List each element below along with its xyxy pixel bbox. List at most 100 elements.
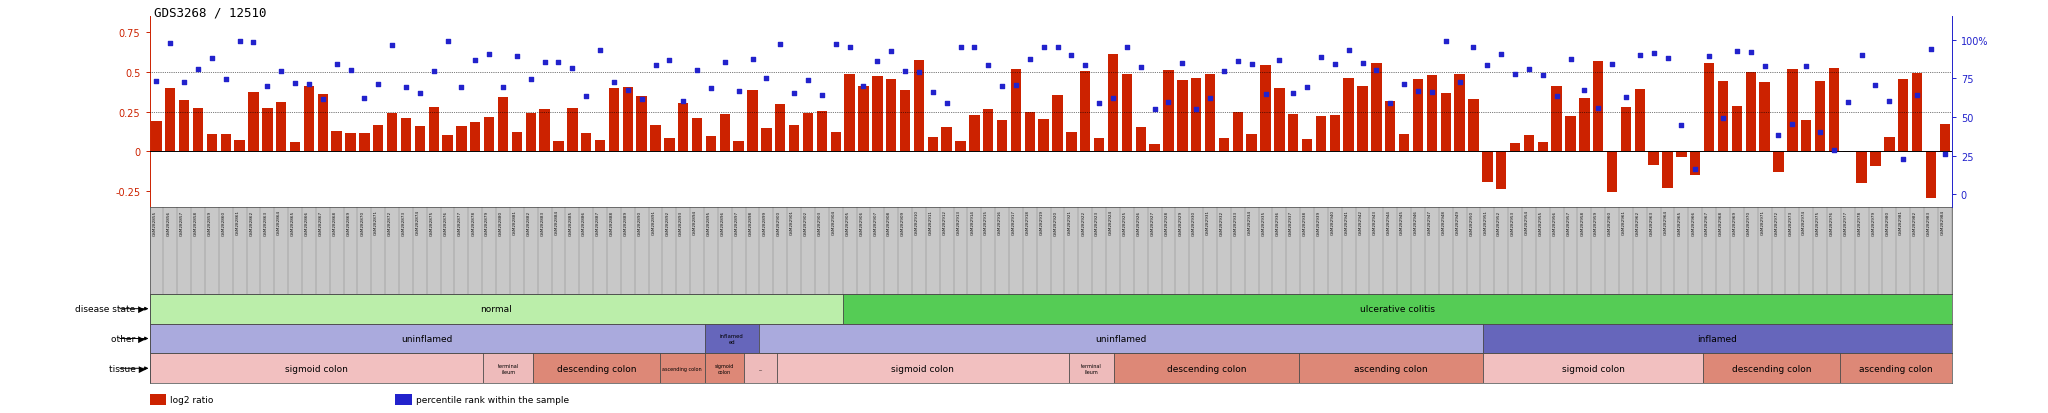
Bar (1733, 107, 1743, 152)
Point (528, 60, 561, 66)
Text: GSM282856: GSM282856 (166, 210, 170, 235)
Bar (414, 127, 426, 152)
Bar (150, 294, 844, 324)
Point (1194, 95, 1227, 102)
Text: GSM282870: GSM282870 (360, 210, 365, 235)
Bar (1372, 64, 1382, 152)
Bar (817, 112, 827, 152)
Bar (748, 91, 758, 152)
Text: GSM282940: GSM282940 (1331, 210, 1335, 235)
Point (195, 56, 227, 62)
Bar (291, 143, 301, 152)
Text: GSM282945: GSM282945 (1401, 210, 1405, 235)
Text: GSM282907: GSM282907 (872, 210, 877, 235)
Bar (1315, 117, 1327, 152)
Text: GSM282965: GSM282965 (1677, 210, 1681, 235)
Bar (1634, 89, 1645, 152)
Text: GSM282892: GSM282892 (666, 210, 670, 235)
Text: GSM282956: GSM282956 (1552, 210, 1556, 235)
Point (1360, 67, 1393, 74)
Point (1305, 55, 1337, 62)
Bar (928, 138, 938, 152)
Bar (664, 138, 674, 152)
Text: ascending colon: ascending colon (1354, 364, 1427, 373)
Point (252, 83, 285, 90)
Point (1569, 87, 1602, 94)
Point (1389, 81, 1421, 88)
Text: GSM282893: GSM282893 (680, 210, 684, 235)
Bar (248, 93, 258, 152)
Point (930, 100, 963, 107)
Text: GSM282984: GSM282984 (1942, 210, 1946, 235)
Bar (1483, 324, 1952, 354)
Point (639, 62, 672, 69)
Bar (637, 97, 647, 152)
Text: GSM282885: GSM282885 (569, 210, 571, 235)
Bar (471, 123, 481, 152)
Text: GSM282881: GSM282881 (512, 210, 516, 235)
Point (403, 90, 436, 97)
Point (168, 79, 201, 85)
Bar (743, 354, 776, 383)
Text: ulcerative colitis: ulcerative colitis (1360, 304, 1436, 313)
Point (293, 81, 326, 88)
Bar (707, 137, 717, 152)
Text: GSM282970: GSM282970 (1747, 210, 1751, 235)
Bar (1704, 64, 1714, 152)
Point (1749, 63, 1782, 70)
Point (307, 97, 340, 103)
Bar (1135, 127, 1147, 152)
Text: GSM282904: GSM282904 (831, 210, 836, 235)
Bar (758, 324, 1483, 354)
Text: GSM282858: GSM282858 (195, 210, 199, 235)
Text: sigmoid
colon: sigmoid colon (715, 363, 733, 374)
Text: GSM282919: GSM282919 (1040, 210, 1044, 235)
Text: GSM282920: GSM282920 (1053, 210, 1057, 235)
Text: GSM282886: GSM282886 (582, 210, 586, 235)
Text: GSM282894: GSM282894 (692, 210, 696, 235)
Bar (997, 121, 1008, 152)
Bar (1843, 152, 1853, 153)
Text: GSM282983: GSM282983 (1927, 210, 1931, 235)
Bar (1413, 80, 1423, 152)
Text: GSM282954: GSM282954 (1526, 210, 1530, 235)
Point (1430, 39, 1462, 46)
Text: tissue ▶: tissue ▶ (109, 364, 145, 373)
Text: GSM282864: GSM282864 (276, 210, 281, 235)
Bar (1538, 143, 1548, 152)
Point (154, 41, 186, 47)
Bar (553, 141, 563, 152)
Bar (317, 95, 328, 152)
Text: GSM282959: GSM282959 (1593, 210, 1597, 235)
Point (874, 48, 907, 55)
Bar (303, 87, 313, 152)
Point (473, 52, 506, 59)
Point (319, 62, 352, 68)
Point (903, 70, 936, 76)
Point (1319, 62, 1352, 68)
Bar (705, 354, 743, 383)
Text: GSM282898: GSM282898 (750, 210, 752, 235)
Text: GSM282888: GSM282888 (610, 210, 614, 235)
Text: inflamed
ed: inflamed ed (719, 333, 743, 344)
Point (264, 68, 297, 75)
Text: GSM282887: GSM282887 (596, 210, 600, 235)
Text: GSM282930: GSM282930 (1192, 210, 1196, 235)
Text: GSM282950: GSM282950 (1470, 210, 1473, 235)
Point (1581, 105, 1614, 112)
Bar (1898, 80, 1909, 152)
Bar (1192, 78, 1202, 152)
Text: GSM282921: GSM282921 (1067, 210, 1071, 235)
Bar (332, 132, 342, 152)
Point (348, 96, 381, 102)
Text: GSM282876: GSM282876 (444, 210, 449, 235)
Text: GSM282899: GSM282899 (762, 210, 766, 235)
Text: GSM282901: GSM282901 (791, 210, 795, 235)
Bar (1718, 82, 1729, 152)
Point (1610, 95, 1642, 101)
Point (389, 84, 422, 91)
Bar (567, 108, 578, 152)
Point (848, 83, 881, 90)
Text: GSM282902: GSM282902 (805, 210, 809, 235)
Bar (594, 140, 606, 152)
